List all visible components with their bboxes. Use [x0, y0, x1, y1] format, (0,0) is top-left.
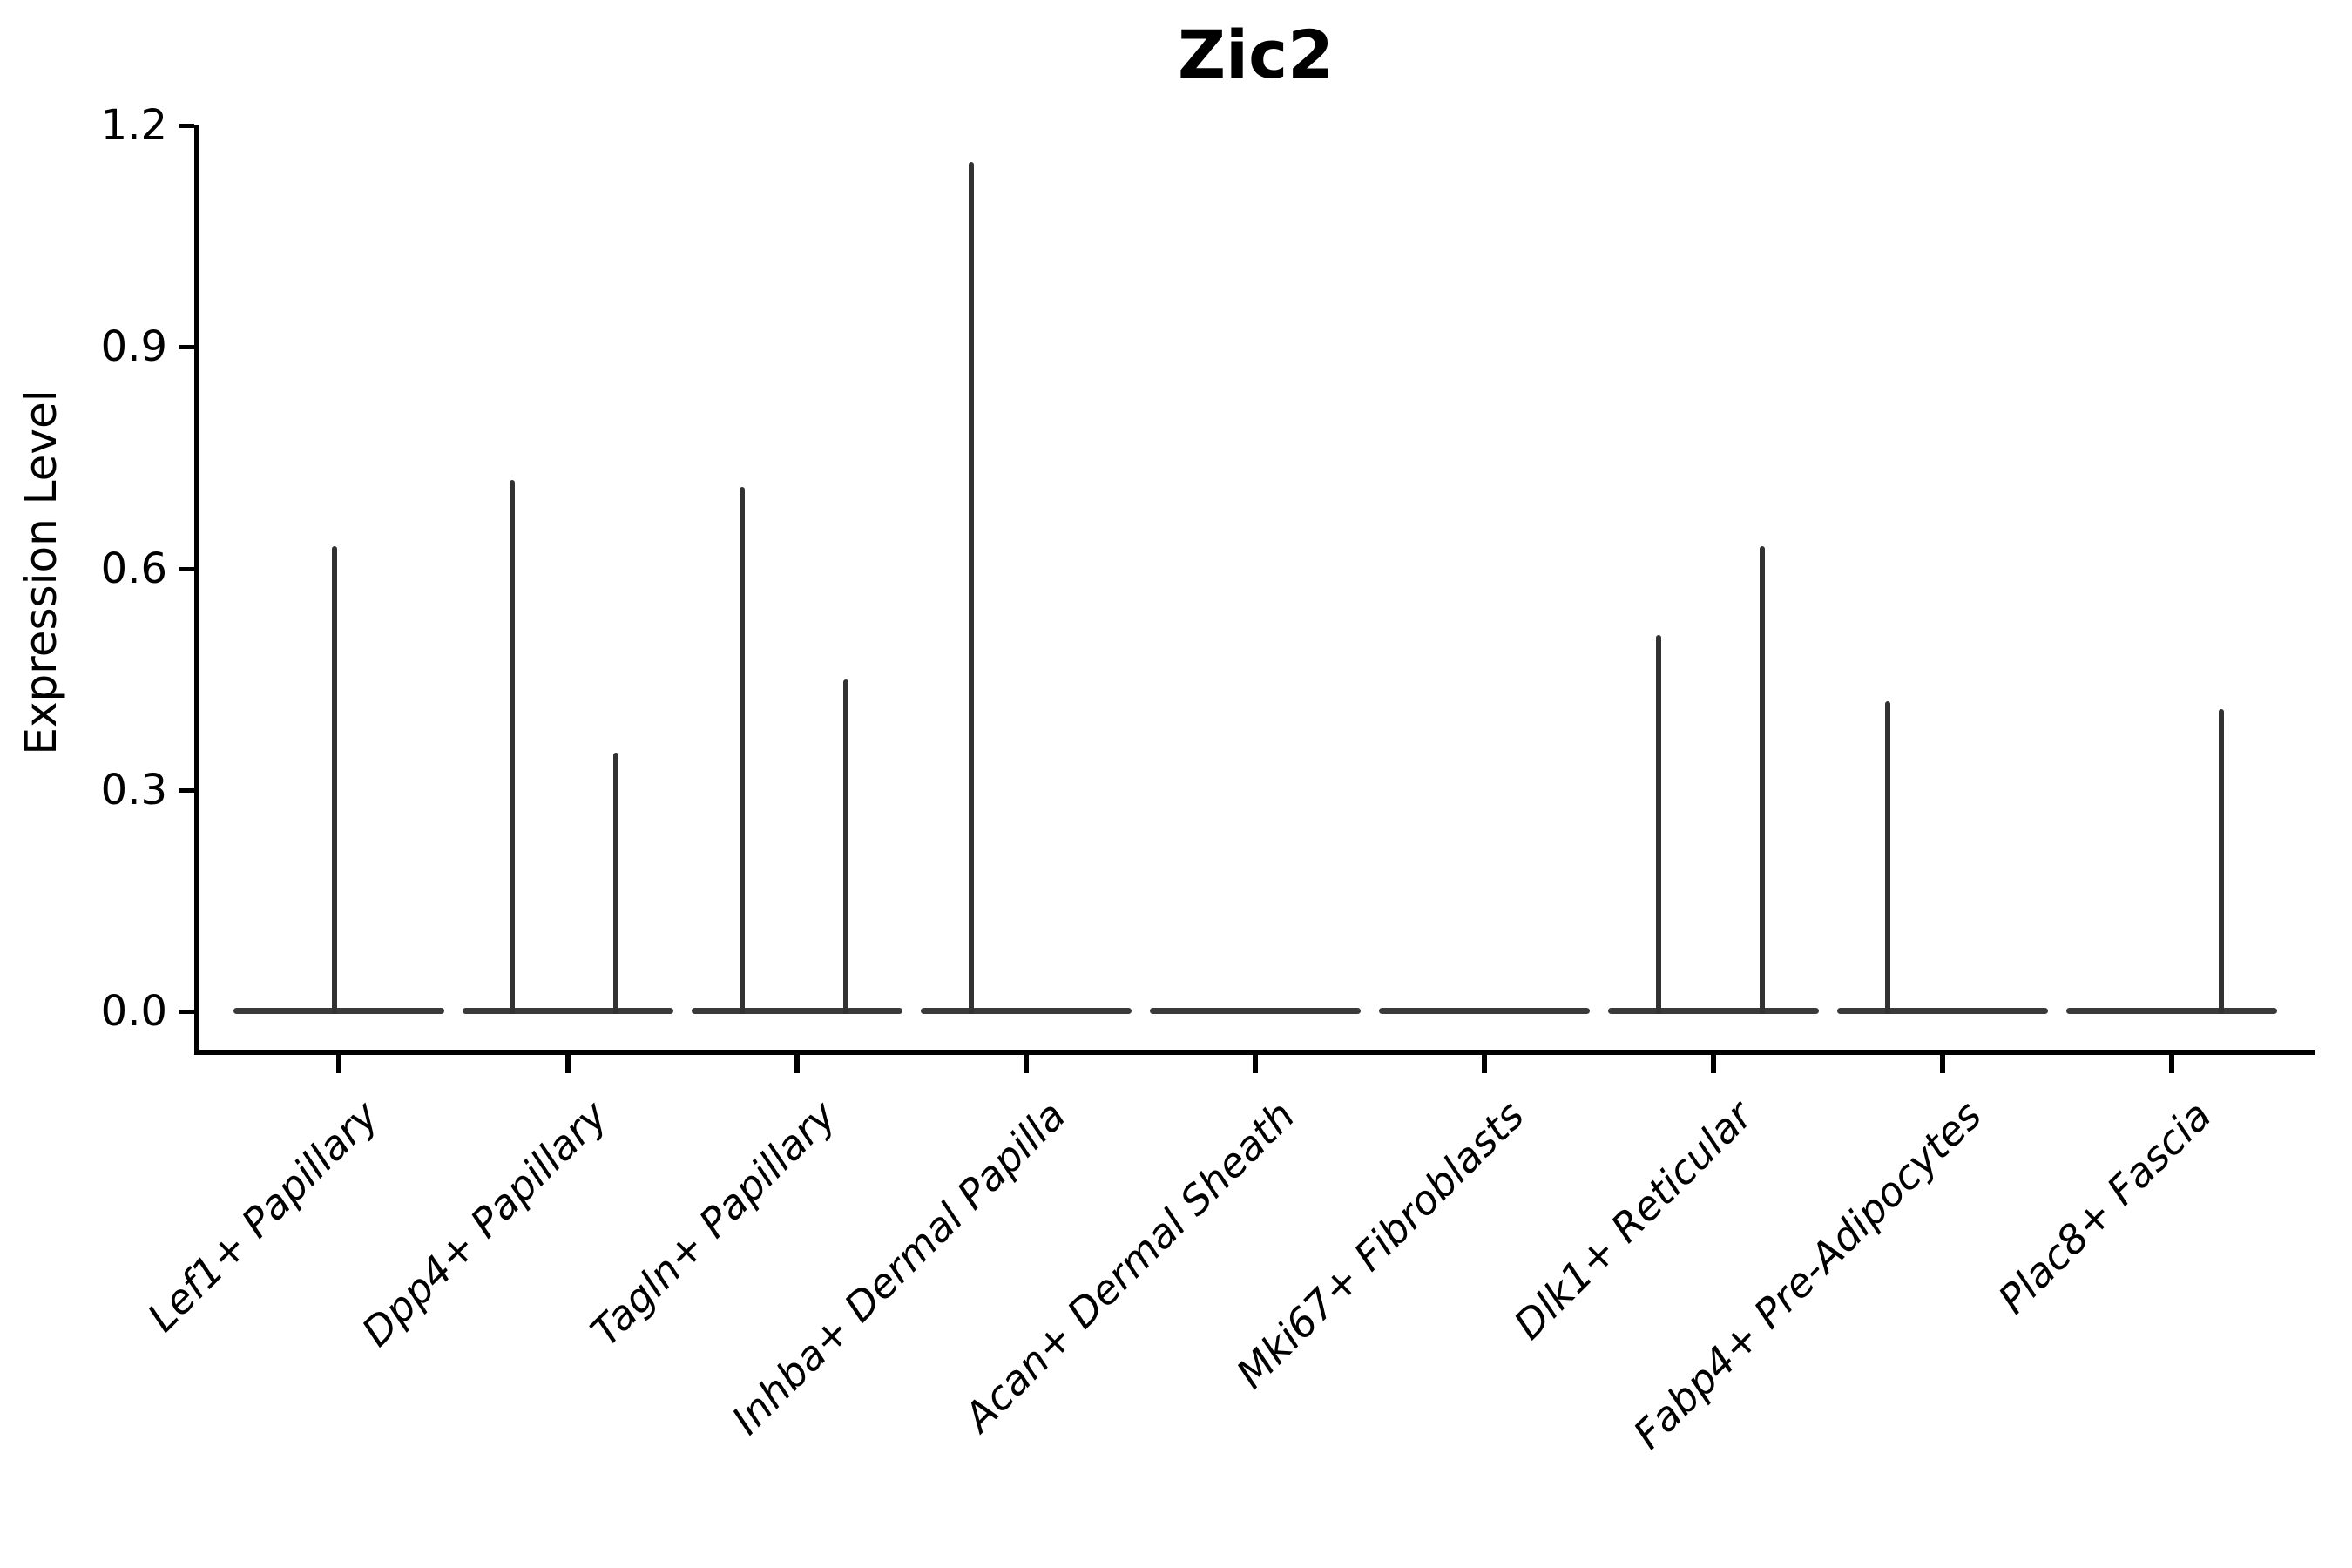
x-axis-tick-label: Tagln+ Papillary [582, 1092, 846, 1355]
y-axis-tick [179, 124, 194, 128]
violin-density-spike [969, 162, 974, 1014]
y-axis-tick [179, 1010, 194, 1014]
plot-title: Zic2 [1177, 16, 1335, 93]
x-axis-tick [1711, 1051, 1716, 1073]
violin-base-bar [2066, 1008, 2277, 1014]
y-axis-spine [194, 125, 199, 1055]
violin-density-spike [510, 479, 515, 1014]
y-axis-tick-label: 0.9 [100, 322, 167, 372]
x-axis-tick [1940, 1051, 1945, 1073]
y-axis-tick [179, 345, 194, 350]
violin-density-spike [1885, 701, 1890, 1014]
violin-density-spike [613, 753, 618, 1014]
y-axis-tick [179, 787, 194, 793]
violin-density-spike [2219, 708, 2224, 1014]
x-axis-tick [1253, 1051, 1258, 1073]
violin-base-bar [463, 1008, 673, 1014]
violin-base-bar [1608, 1008, 1819, 1014]
violin-base-bar [1150, 1008, 1361, 1014]
x-axis-tick-label: Dpp4+ Papillary [352, 1092, 617, 1355]
x-axis-tick [1024, 1051, 1029, 1073]
violin-density-spike [740, 487, 745, 1014]
violin-base-bar [692, 1008, 902, 1014]
x-axis-tick [2169, 1051, 2174, 1073]
y-axis-tick [179, 566, 194, 571]
violin-density-spike [332, 546, 337, 1014]
x-axis-tick-label: Plac8+ Fascia [1988, 1092, 2220, 1323]
y-axis-tick-label: 0.0 [100, 987, 167, 1036]
violin-density-spike [843, 679, 848, 1014]
violin-base-bar [921, 1008, 1132, 1014]
x-axis-tick [336, 1051, 341, 1073]
violin-base-bar [1379, 1008, 1590, 1014]
violin-base-bar [1837, 1008, 2048, 1014]
y-axis-tick-label: 0.6 [100, 544, 167, 593]
violin-density-spike [1760, 546, 1765, 1014]
x-axis-tick-label: Lef1+ Papillary [138, 1092, 388, 1342]
x-axis-tick [794, 1051, 800, 1073]
x-axis-tick [565, 1051, 571, 1073]
y-axis-tick-label: 0.3 [100, 765, 167, 814]
violin-density-spike [1656, 634, 1661, 1014]
x-axis-tick [1482, 1051, 1487, 1073]
violin-base-bar [233, 1008, 444, 1014]
y-axis-tick-label: 1.2 [100, 101, 167, 150]
x-axis-tick-label: Dlk1+ Reticular [1504, 1092, 1762, 1348]
